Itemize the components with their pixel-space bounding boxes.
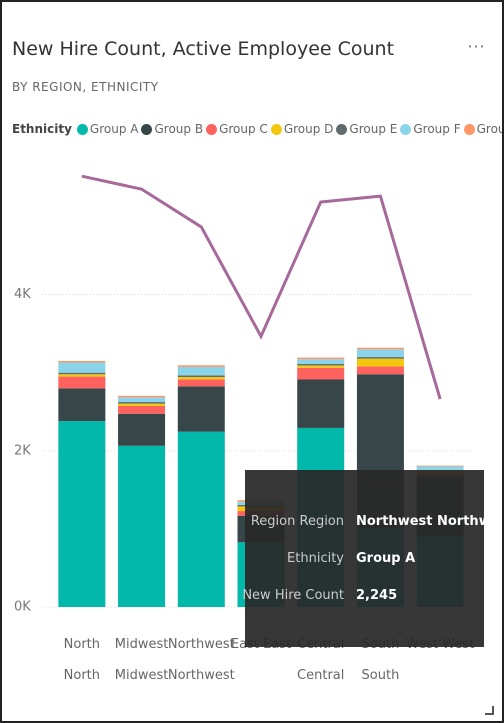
bar-segment bbox=[177, 375, 225, 377]
bar-segment bbox=[58, 421, 106, 607]
chart-title: New Hire Count, Active Employee Count bbox=[12, 38, 395, 60]
legend-swatch bbox=[141, 123, 153, 135]
bar-segment bbox=[58, 388, 106, 422]
legend-swatch bbox=[400, 123, 412, 135]
bar-segment bbox=[356, 357, 404, 359]
legend-swatch bbox=[336, 123, 348, 135]
legend-swatch bbox=[270, 123, 282, 135]
bar-segment bbox=[356, 358, 404, 367]
tooltip: Region Region Northwest Northwest Ethnicit… bbox=[242, 470, 502, 647]
legend-label: Group B bbox=[154, 122, 204, 136]
bar-segment bbox=[356, 347, 404, 350]
bar-segment bbox=[118, 413, 166, 446]
bar-segment bbox=[297, 367, 345, 380]
legend-item: Group E bbox=[336, 122, 397, 136]
y-tick-label: 0K bbox=[14, 600, 31, 615]
chart-subtitle: BY REGION, ETHNICITY bbox=[12, 80, 159, 94]
bar-segment bbox=[58, 360, 106, 363]
bar-segment bbox=[177, 386, 225, 432]
x-tick-label: Northwest Northwest bbox=[167, 637, 235, 683]
legend-label: Group D bbox=[283, 122, 334, 136]
legend-label: Group A bbox=[89, 122, 139, 136]
bar-segment bbox=[118, 405, 166, 414]
bar-segment bbox=[177, 431, 225, 607]
bar-segment bbox=[297, 359, 345, 364]
legend-item: Group C bbox=[206, 122, 268, 136]
bar-segment bbox=[297, 363, 345, 366]
line bbox=[81, 174, 442, 400]
legend-label: Group F bbox=[413, 122, 461, 136]
tooltip-value: 2,245 bbox=[356, 588, 398, 603]
bar-segment bbox=[177, 365, 225, 367]
legend-item: Group G bbox=[463, 122, 502, 136]
bar-segment bbox=[58, 376, 106, 389]
legend-item: Group A bbox=[76, 122, 139, 136]
tooltip-value: Group A bbox=[356, 551, 416, 566]
bar-segment bbox=[177, 366, 225, 376]
legend-label: Group C bbox=[219, 122, 268, 136]
y-tick-label: 2K bbox=[14, 443, 31, 458]
tooltip-label: Ethnicity bbox=[287, 551, 344, 566]
bar-segment bbox=[118, 403, 166, 406]
tooltip-value: Northwest Northwest bbox=[356, 514, 504, 529]
bar-segment bbox=[297, 379, 345, 428]
legend-item: Group F bbox=[400, 122, 461, 136]
legend-title: Ethnicity bbox=[12, 122, 72, 136]
y-tick-label: 4K bbox=[14, 287, 31, 302]
bar-segment bbox=[118, 402, 166, 404]
bar-segment bbox=[297, 365, 345, 368]
bar-segment bbox=[118, 445, 166, 607]
bar-segment bbox=[356, 366, 404, 375]
x-tick-label: Midwest Midwest bbox=[114, 637, 169, 683]
legend-label: Group E bbox=[349, 122, 398, 136]
bar-segment bbox=[416, 466, 464, 471]
legend-item: Group D bbox=[270, 122, 334, 136]
bar-segment bbox=[297, 357, 345, 360]
bar-segment bbox=[58, 374, 106, 377]
legend-item: Group B bbox=[141, 122, 203, 136]
x-tick-label: North North bbox=[63, 637, 101, 683]
tooltip-label: Region Region bbox=[250, 514, 344, 529]
resize-handle[interactable] bbox=[485, 706, 494, 715]
bar-segment bbox=[58, 372, 106, 375]
bar-segment bbox=[356, 349, 404, 358]
bar-segment bbox=[118, 395, 166, 398]
bar-segment bbox=[416, 465, 464, 467]
bar-segment bbox=[58, 362, 106, 373]
legend: Ethnicity Group A Group B Group C Group D Gr… bbox=[12, 122, 502, 136]
more-options[interactable]: ⋯ bbox=[467, 36, 486, 57]
bar-segment bbox=[177, 379, 225, 387]
bar-segment bbox=[177, 376, 225, 380]
bar-segment bbox=[118, 397, 166, 403]
legend-swatch bbox=[206, 123, 218, 135]
legend-swatch bbox=[463, 123, 475, 135]
legend-swatch bbox=[76, 123, 88, 135]
tooltip-label: New Hire Count bbox=[242, 588, 344, 603]
legend-label: Group G bbox=[476, 122, 502, 136]
